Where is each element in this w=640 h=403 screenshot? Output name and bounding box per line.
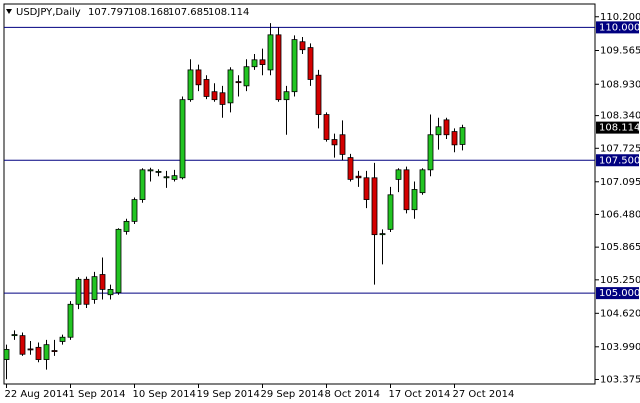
candle-body (155, 171, 162, 173)
y-tick-label: 110.200 (600, 12, 640, 23)
price-tag-bg (596, 121, 639, 134)
header-high: 108.168 (128, 7, 169, 18)
candle-body (283, 91, 290, 101)
candle-body (115, 228, 122, 293)
candle-body (299, 41, 306, 51)
x-tick-label: 10 Sep 2014 (133, 389, 196, 400)
y-tick-label: 107.725 (600, 143, 640, 154)
x-tick-label: 27 Oct 2014 (453, 389, 515, 400)
x-tick-label: 29 Sep 2014 (261, 389, 324, 400)
y-tick-label: 107.095 (600, 177, 640, 188)
x-tick-label: 1 Sep 2014 (69, 389, 126, 400)
candle-body (195, 69, 202, 86)
candle-body (19, 335, 26, 355)
y-tick-label: 108.930 (600, 79, 640, 90)
candle-body (203, 79, 210, 97)
candle-body (251, 59, 258, 68)
candle-body (355, 175, 362, 179)
level-label-bg (596, 154, 639, 167)
y-tick-label: 109.565 (600, 46, 640, 57)
candle-body (379, 233, 386, 236)
candle-body (59, 336, 66, 342)
y-tick-label: 106.480 (600, 209, 640, 220)
candle-body (411, 189, 418, 211)
candle-body (363, 177, 370, 200)
plot-frame (3, 3, 596, 385)
candle-body (171, 175, 178, 180)
candle-body (27, 348, 34, 351)
header-open: 107.797 (88, 7, 129, 18)
candle-body (307, 47, 314, 80)
candle-body (323, 114, 330, 140)
candle-body (443, 119, 450, 136)
header-low: 107.685 (168, 7, 209, 18)
y-tick-label: 103.375 (600, 374, 640, 385)
candle-body (35, 346, 42, 360)
candle-body (179, 99, 186, 179)
candle-body (427, 134, 434, 171)
candle-body (219, 92, 226, 105)
symbol-title: USDJPY,Daily (16, 7, 81, 18)
candle-body (315, 74, 322, 115)
candle-body (235, 81, 242, 84)
x-tick-label: 19 Sep 2014 (197, 389, 260, 400)
candle-body (259, 59, 266, 65)
level-label-bg (596, 287, 639, 300)
y-tick-label: 105.865 (600, 242, 640, 253)
candle-body (211, 91, 218, 101)
candle-body (75, 278, 82, 305)
candle-body (163, 176, 170, 179)
candle-body (331, 139, 338, 146)
y-tick-label: 104.620 (600, 308, 640, 319)
price-tag: 108.114 (599, 123, 640, 134)
candle-body (11, 334, 18, 337)
candle-body (387, 194, 394, 230)
candle-body (187, 69, 194, 101)
x-tick-label: 17 Oct 2014 (389, 389, 451, 400)
candle-body (83, 278, 90, 305)
candle-body (347, 157, 354, 180)
candle-body (451, 131, 458, 146)
candle-body (3, 349, 10, 360)
candle-body (243, 66, 250, 87)
candle-body (435, 126, 442, 136)
y-tick-label: 108.340 (600, 111, 640, 122)
candle-body (419, 169, 426, 194)
candle-body (131, 199, 138, 222)
level-label-bg (596, 21, 639, 34)
candle-body (267, 34, 274, 71)
candle-body (459, 127, 466, 145)
candle-body (339, 134, 346, 155)
menu-arrow (6, 9, 12, 14)
candle-body (139, 169, 146, 200)
candle-body (107, 288, 114, 296)
candle-body (51, 350, 58, 352)
level-label: 105.000 (599, 288, 640, 299)
x-tick-label: 22 Aug 2014 (5, 389, 69, 400)
header-close: 108.114 (208, 7, 249, 18)
x-tick-label: 8 Oct 2014 (325, 389, 380, 400)
y-tick-label: 103.990 (600, 342, 640, 353)
candle-body (147, 169, 154, 172)
y-tick-label: 105.250 (600, 275, 640, 286)
candle-body (123, 220, 130, 232)
candle-body (403, 169, 410, 211)
candle-body (275, 34, 282, 101)
candle-body (99, 274, 106, 290)
candle-body (67, 303, 74, 338)
candle-body (371, 177, 378, 236)
candle-body (43, 344, 50, 360)
candle-body (291, 39, 298, 93)
candle-body (395, 169, 402, 180)
candle-body (91, 276, 98, 300)
candle-body (227, 69, 234, 104)
level-label: 110.000 (599, 22, 640, 33)
level-label: 107.500 (599, 155, 640, 166)
